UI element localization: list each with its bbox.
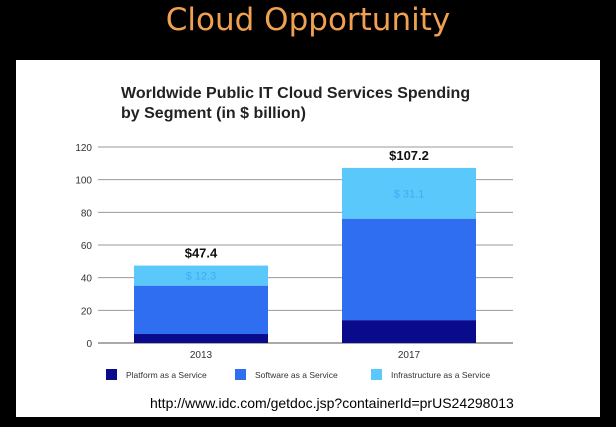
y-tick-label: 60 [81,241,93,252]
bar-total-label: $47.4 [185,246,218,261]
stacked-bar-chart: 0 20 40 60 80 100 120 $47.4 2013 $107.2 2017 $ 12.3… [75,143,513,380]
legend-swatch [106,369,117,380]
chart-panel: Worldwide Public IT Cloud Services Spend… [16,60,600,417]
y-tick-label: 120 [75,143,92,154]
bar-segment [342,218,476,321]
legend-swatch [235,369,246,380]
segment-value-label: $ 12.3 [186,271,217,283]
x-tick-label: 2017 [398,350,421,361]
legend-label: Infrastructure as a Service [391,370,490,380]
x-tick-label: 2013 [190,350,213,361]
y-tick-label: 0 [86,339,92,350]
source-url: http://www.idc.com/getdoc.jsp?containerI… [150,395,514,411]
legend-label: Platform as a Service [126,370,207,380]
chart-title-line-1: Worldwide Public IT Cloud Services Spend… [121,85,471,102]
y-tick-label: 100 [75,176,92,187]
y-tick-label: 80 [81,208,93,219]
legend-swatch [371,369,382,380]
chart-title: Worldwide Public IT Cloud Services Spend… [121,84,521,124]
bar-segment [134,285,268,335]
chart-title-line-2: by Segment (in $ billion) [121,105,306,122]
bar-segment [134,334,268,343]
legend-label: Software as a Service [255,370,338,380]
bar-segment [342,320,476,343]
bar-segment [342,167,476,219]
y-tick-label: 20 [81,306,93,317]
slide-title: Cloud Opportunity [165,2,451,38]
bar-total-label: $107.2 [389,148,429,163]
bar-segment [134,265,268,286]
segment-value-label: $ 31.1 [394,188,425,200]
y-tick-label: 40 [81,274,93,285]
